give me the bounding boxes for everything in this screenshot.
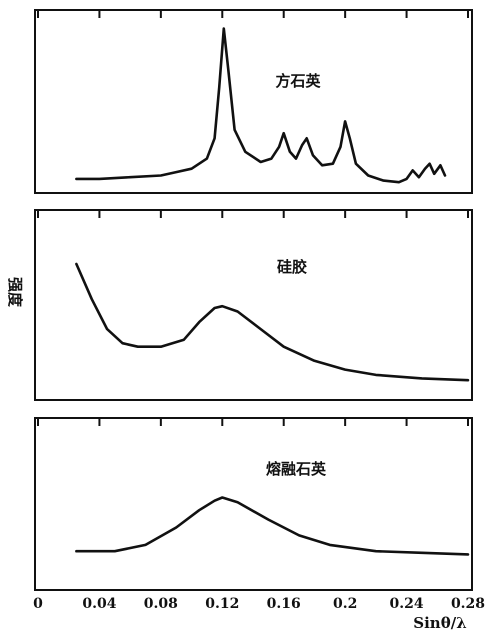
panel-label: 方石英 [275,72,321,90]
x-tick-label: 0.24 [390,596,424,612]
x-tick-label: 0.04 [82,596,116,612]
x-tick-label: 0.2 [333,596,357,612]
y-axis-label: 强度 [6,277,24,308]
panel-frame [34,9,473,194]
x-tick-label: 0.16 [267,596,301,612]
curve [75,496,470,556]
panel-label: 熔融石英 [266,460,327,478]
panel-frame [34,417,473,591]
panel-frame [34,209,473,401]
curve [75,27,447,184]
panel-label: 硅胶 [277,258,307,276]
x-tick-label: 0 [33,596,43,612]
x-tick-label: 0.28 [451,596,485,612]
x-axis-label: Sinθ/λ [413,614,466,632]
x-tick-label: 0.12 [205,596,239,612]
curve [75,262,470,382]
x-tick-label: 0.08 [144,596,178,612]
